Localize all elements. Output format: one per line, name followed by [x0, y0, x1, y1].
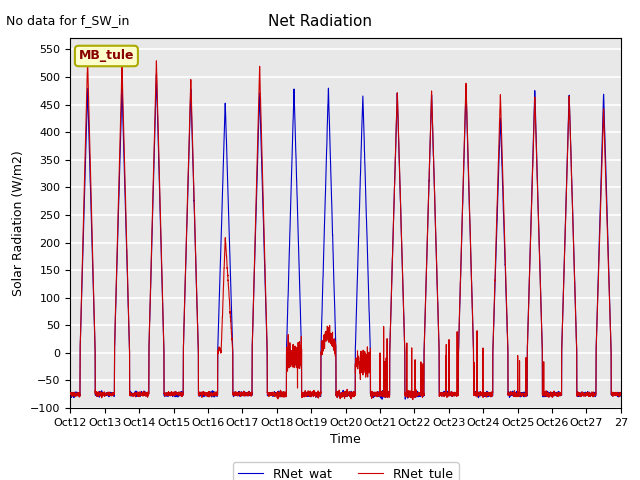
RNet_tule [84, 58, 92, 63]
RNet_tule [396, 165, 403, 171]
RNet_tule [409, 396, 417, 402]
Text: Net Radiation: Net Radiation [268, 14, 372, 29]
Y-axis label: Solar Radiation (W/m2): Solar Radiation (W/m2) [12, 150, 25, 296]
RNet_wat [497, 122, 504, 128]
RNet_tule [538, 336, 546, 341]
RNet_wat [180, 301, 188, 307]
Line: RNet_wat: RNet_wat [70, 74, 621, 399]
RNet_wat [152, 72, 160, 77]
Legend: RNet_wat, RNet_tule: RNet_wat, RNet_tule [233, 462, 458, 480]
RNet_tule [366, 356, 374, 361]
RNet_tule [497, 100, 504, 106]
Text: No data for f_SW_in: No data for f_SW_in [6, 14, 130, 27]
RNet_tule [67, 391, 74, 396]
X-axis label: Time: Time [330, 433, 361, 446]
RNet_wat [538, 335, 546, 341]
RNet_wat [378, 396, 386, 402]
RNet_wat [396, 172, 403, 178]
RNet_wat [617, 390, 625, 396]
RNet_tule [617, 391, 625, 396]
RNet_tule [180, 300, 188, 305]
RNet_wat [366, 336, 374, 342]
Text: MB_tule: MB_tule [79, 49, 134, 62]
RNet_wat [67, 391, 74, 396]
Line: RNet_tule: RNet_tule [70, 60, 621, 399]
RNet_wat [524, 333, 532, 338]
RNet_tule [524, 332, 532, 337]
